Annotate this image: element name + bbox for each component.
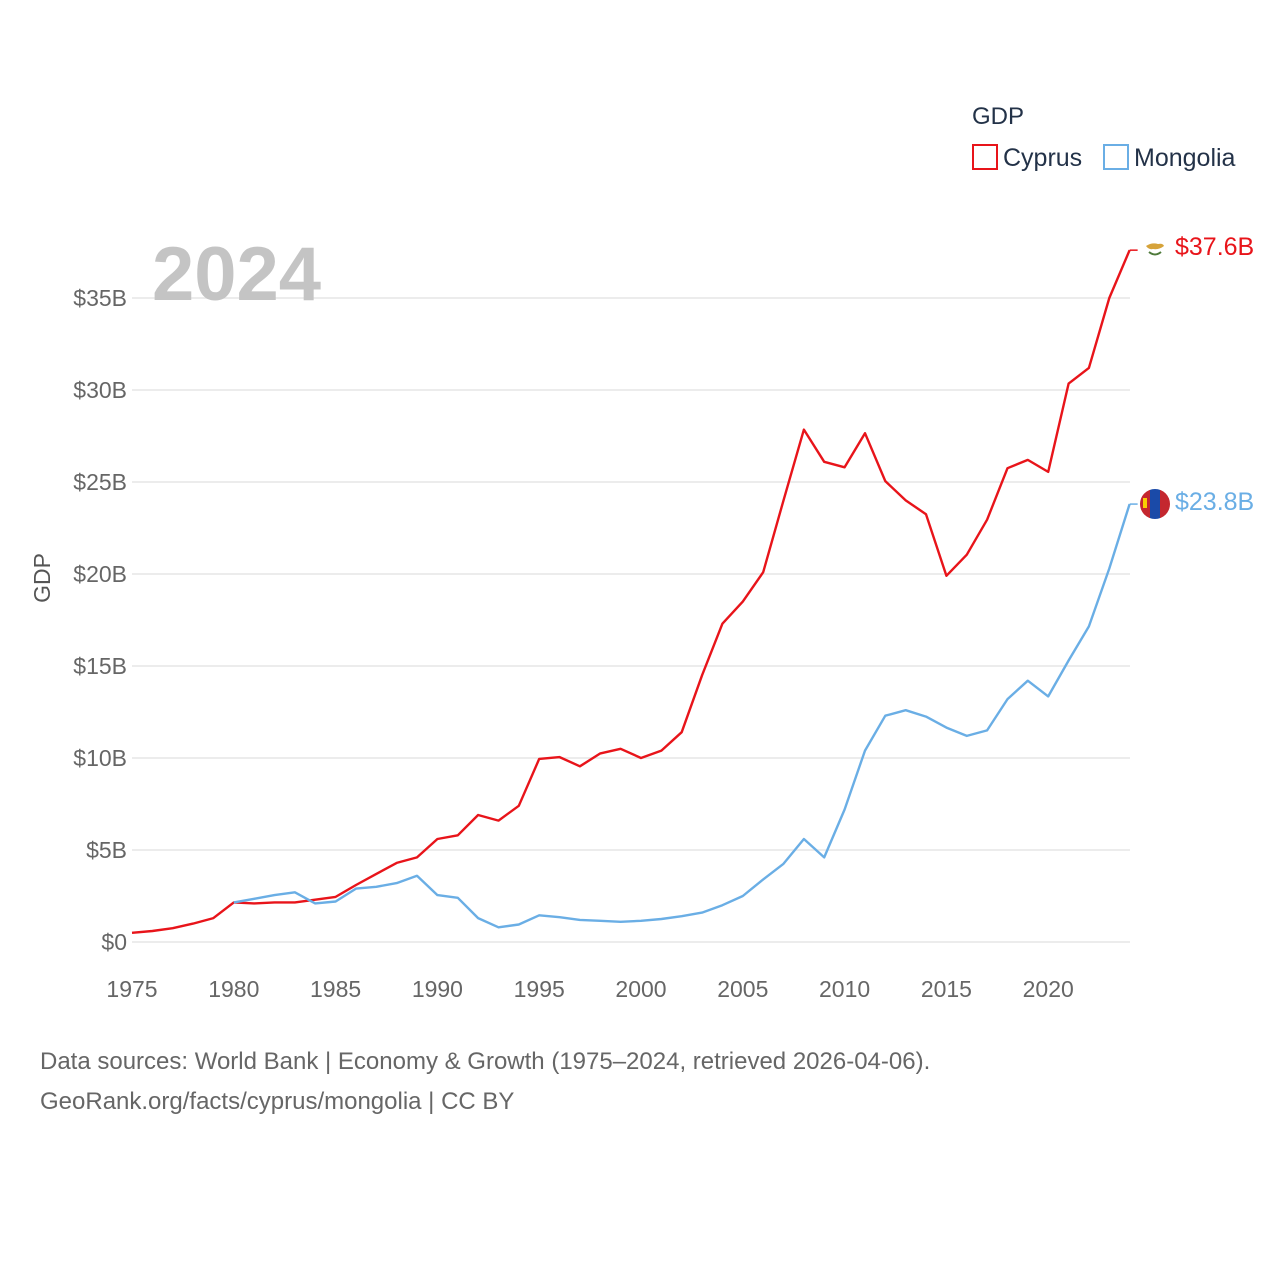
x-tick-label: 2020: [1023, 976, 1074, 1002]
x-tick-label: 2000: [615, 976, 666, 1002]
legend-swatch-cyprus: [972, 144, 998, 170]
series-line-cyprus: [131, 249, 1131, 934]
x-tick-label: 1980: [208, 976, 259, 1002]
y-tick-label: $25B: [73, 469, 127, 495]
x-tick-label: 2015: [921, 976, 972, 1002]
y-tick-label: $15B: [73, 653, 127, 679]
x-tick-label: 1995: [514, 976, 565, 1002]
end-label-cyprus: $37.6B: [1175, 233, 1254, 261]
end-label-mongolia: $23.8B: [1175, 488, 1254, 516]
series-line-mongolia: [233, 503, 1131, 929]
x-tick-label: 1985: [310, 976, 361, 1002]
y-tick-label: $30B: [73, 377, 127, 403]
legend-label-cyprus: Cyprus: [1003, 144, 1082, 172]
x-tick-label: 1990: [412, 976, 463, 1002]
x-tick-label: 2010: [819, 976, 870, 1002]
legend-label-mongolia: Mongolia: [1134, 144, 1236, 172]
x-tick-label: 2005: [717, 976, 768, 1002]
legend-title: GDP: [972, 103, 1024, 130]
data-source-note: Data sources: World Bank | Economy & Gro…: [40, 1042, 930, 1122]
x-tick-label: 1975: [106, 976, 157, 1002]
legend-item-mongolia[interactable]: Mongolia: [1103, 144, 1236, 172]
source-line-1: Data sources: World Bank | Economy & Gro…: [40, 1048, 931, 1075]
y-axis-label: GDP: [29, 553, 55, 603]
y-tick-label: $5B: [86, 837, 127, 863]
y-axis-ticks: $0 $5B $10B $15B $20B $25B $30B $35B: [73, 285, 127, 955]
source-line-2: GeoRank.org/facts/cyprus/mongolia | CC B…: [40, 1088, 515, 1115]
legend-item-cyprus[interactable]: Cyprus: [972, 144, 1082, 172]
gridlines: [132, 297, 1130, 943]
legend: GDP Cyprus Mongolia: [972, 103, 1236, 172]
mongolia-flag-icon: [1140, 489, 1170, 519]
y-tick-label: $20B: [73, 561, 127, 587]
y-tick-label: $10B: [73, 745, 127, 771]
series-lines: [131, 249, 1138, 934]
legend-swatch-mongolia: [1103, 144, 1129, 170]
y-tick-label: $35B: [73, 285, 127, 311]
y-tick-label: $0: [101, 929, 127, 955]
year-label: 2024: [152, 232, 321, 317]
cyprus-flag-icon: [1142, 236, 1168, 262]
x-axis-ticks: 1975 1980 1985 1990 1995 2000 2005 2010 2015 2020: [106, 976, 1073, 1002]
